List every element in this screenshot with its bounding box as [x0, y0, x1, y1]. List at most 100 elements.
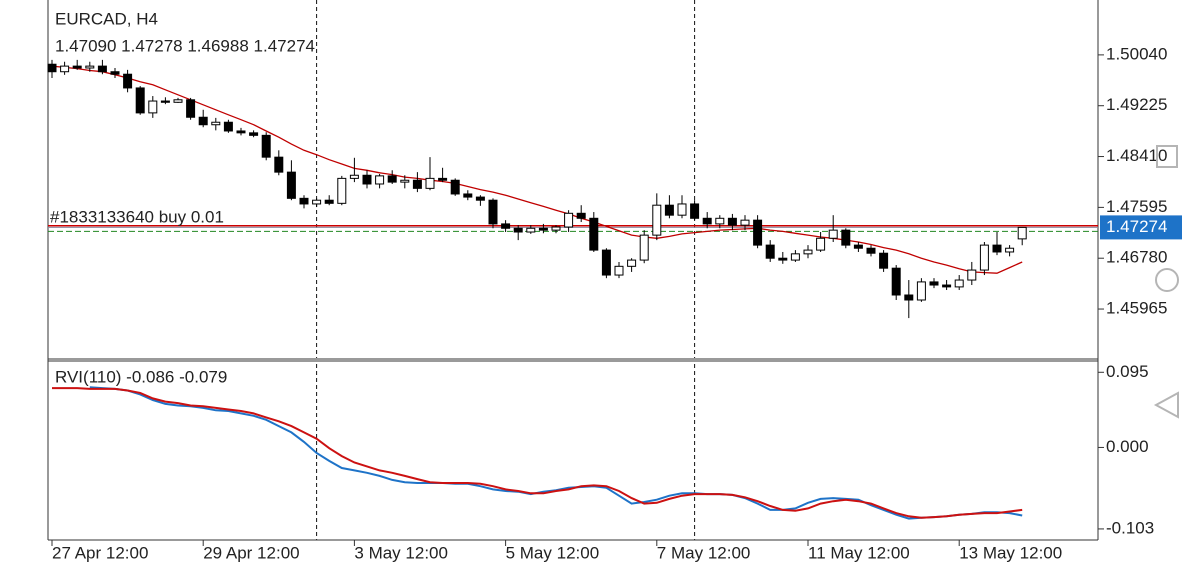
candle-body [299, 197, 309, 205]
candle-body [564, 212, 574, 228]
candle-body [1005, 247, 1015, 253]
indicator-title: RVI(110) -0.086 -0.079 [55, 367, 227, 386]
candle-body [513, 227, 523, 233]
x-tick-label: 27 Apr 12:00 [52, 543, 148, 562]
candle-body [148, 100, 158, 114]
candle-body [526, 227, 536, 233]
y-tick-label: 1.46780 [1106, 248, 1167, 267]
candle-body [576, 212, 586, 219]
candle-body [400, 179, 410, 183]
candle-body [690, 203, 700, 219]
y-tick-label: 1.48410 [1106, 146, 1167, 165]
nav-bar [1153, 145, 1179, 419]
candle-body [942, 284, 952, 288]
candle-body [992, 244, 1002, 253]
candle-body [286, 171, 296, 199]
candle-body [841, 229, 851, 246]
candle-body [223, 121, 233, 132]
candle-body [727, 217, 737, 226]
candle-body [186, 99, 196, 118]
price-box-label: 1.47274 [1106, 217, 1167, 236]
candle-body [375, 175, 385, 185]
candle-body [123, 73, 133, 89]
candle-body [614, 265, 624, 276]
candle-body [412, 179, 422, 189]
candle-body [866, 247, 876, 254]
candle-body [236, 130, 246, 134]
y-tick-label: 0.095 [1106, 362, 1149, 381]
candle-body [274, 156, 284, 173]
candle-body [463, 193, 473, 198]
candle-body [85, 65, 95, 69]
candle-body [702, 217, 712, 225]
nav-recent[interactable] [1156, 145, 1178, 168]
candle-body [853, 244, 863, 249]
nav-home[interactable] [1155, 268, 1179, 292]
plot-layer: 27 Apr 12:00 29 Apr 12:00 3 May 12:00 5 May… [47, 44, 1182, 562]
candle-body [72, 65, 82, 69]
candle-body [929, 281, 939, 286]
candle-body [387, 175, 397, 183]
candle-body [249, 132, 259, 136]
candle-body [538, 227, 548, 231]
candle-body [879, 252, 889, 269]
candle-body [198, 116, 208, 126]
candle-body [967, 269, 977, 281]
candle-body [160, 100, 170, 103]
candle-body [425, 177, 435, 189]
candle-body [501, 223, 511, 229]
chart-title: EURCAD, H4 [55, 9, 158, 28]
candle-body [173, 99, 183, 103]
panel-separator [48, 358, 1098, 362]
candle-body [715, 217, 725, 225]
candle-body [652, 204, 662, 236]
y-tick-label: 0.000 [1106, 437, 1149, 456]
candle-body [639, 234, 649, 261]
candle-body [627, 259, 637, 267]
candle-body [1017, 226, 1027, 240]
candle-body [740, 219, 750, 226]
candle-body [60, 65, 70, 73]
x-tick-label: 7 May 12:00 [657, 543, 751, 562]
candle-body [816, 237, 826, 251]
candle-body [778, 257, 788, 261]
candle-body [349, 174, 359, 179]
candle-body [916, 281, 926, 301]
y-tick-label: 1.50040 [1106, 44, 1167, 63]
candle-body [97, 65, 107, 73]
candle-body [450, 179, 460, 195]
moving-average [51, 65, 1023, 274]
candle-body [891, 267, 901, 296]
candle-body [438, 177, 448, 181]
x-tick-label: 29 Apr 12:00 [203, 543, 299, 562]
x-tick-label: 3 May 12:00 [354, 543, 448, 562]
candle-body [110, 71, 120, 75]
candle-body [828, 229, 838, 239]
nav-back[interactable] [1153, 391, 1179, 419]
candle-body [753, 219, 763, 246]
candle-body [601, 249, 611, 276]
candle-body [47, 63, 57, 73]
candle-body [362, 174, 372, 185]
y-tick-label: 1.49225 [1106, 95, 1167, 114]
candle-body [337, 177, 347, 204]
candle-body [324, 199, 334, 204]
order-label: #1833133640 buy 0.01 [50, 207, 224, 226]
x-tick-label: 11 May 12:00 [808, 543, 910, 562]
y-tick-label: 1.45965 [1106, 299, 1167, 318]
indicator-line [52, 387, 1023, 519]
candle-body [790, 253, 800, 261]
y-tick-label: -0.103 [1106, 518, 1154, 537]
candle-body [979, 244, 989, 271]
candle-body [904, 294, 914, 301]
candle-body [954, 279, 964, 288]
candle-body [135, 87, 145, 114]
candle-body [312, 199, 322, 205]
candle-body [765, 244, 775, 259]
candle-body [803, 249, 813, 255]
y-tick-label: 1.47595 [1106, 197, 1167, 216]
candle-body [211, 121, 221, 126]
